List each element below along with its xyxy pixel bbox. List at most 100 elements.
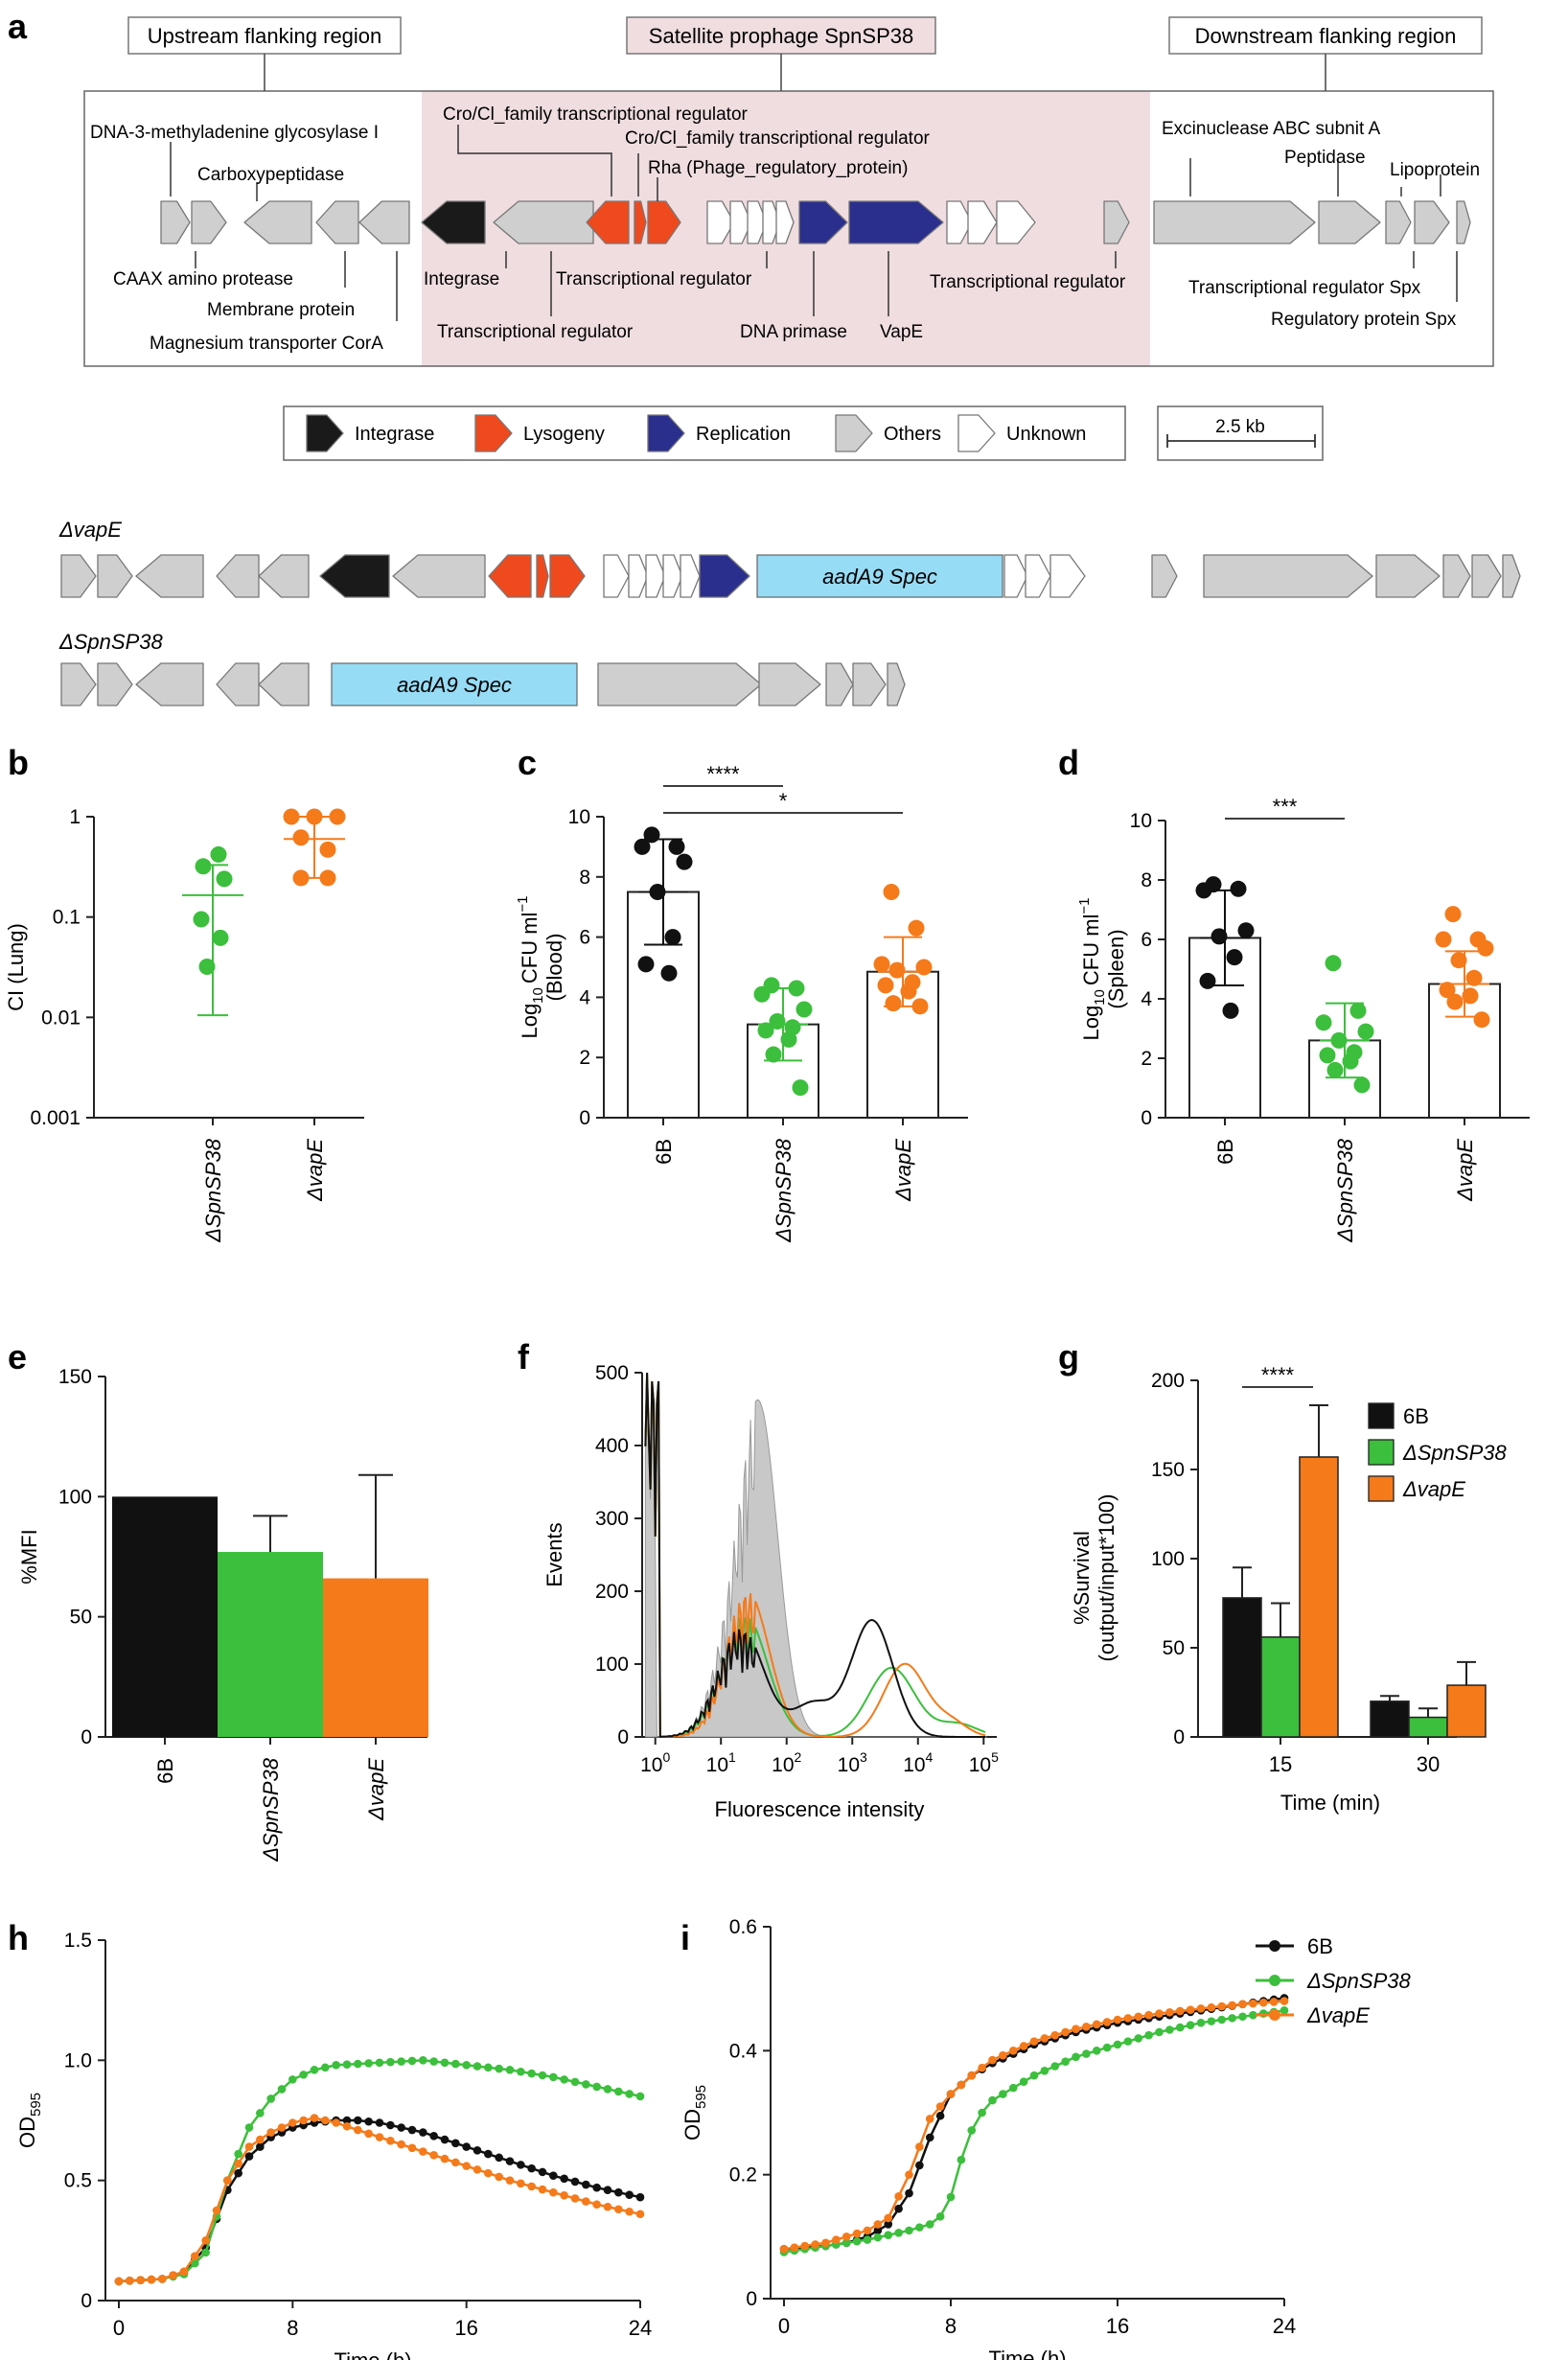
panel-i-xlabel: Time (h) xyxy=(988,2347,1066,2360)
upstream-region-box xyxy=(127,16,402,55)
f-xtick-label-4: 104 xyxy=(903,1749,933,1776)
b-ytick-label-3: 1 xyxy=(69,806,81,828)
panel-i-point-2-48 xyxy=(1280,1997,1289,2005)
panel-i-point-2-13 xyxy=(915,2142,924,2151)
panel-i-point-1-20 xyxy=(988,2095,997,2105)
panel-d-point-2-9 xyxy=(1473,1011,1490,1029)
panel-i-point-0-13 xyxy=(915,2161,924,2170)
gene-label-tr3: Transcriptional regulator xyxy=(930,272,1126,292)
legend-swatch-1 xyxy=(474,414,513,452)
panel-i-point-1-11 xyxy=(894,2228,903,2237)
b-point-0-4 xyxy=(212,929,229,946)
f-xtick-base-3: 10 xyxy=(838,1754,860,1776)
legend-label-1: Lysogeny xyxy=(523,424,605,445)
e-xlabel-1: ΔSpnSP38 xyxy=(259,1757,283,1862)
panel-i-point-1-36 xyxy=(1155,2027,1164,2037)
panel-h-point-1-30 xyxy=(440,2058,450,2068)
panel-i-point-1-6 xyxy=(842,2238,851,2248)
panel-h-point-2-6 xyxy=(179,2267,189,2277)
panel-h-ytick-label-2: 1.0 xyxy=(64,2049,92,2071)
panel-i-point-1-27 xyxy=(1061,2057,1070,2066)
gene-label-tr1: Transcriptional regulator xyxy=(437,322,634,342)
spn-gene-0 xyxy=(60,662,97,706)
gene-map-spnsp38 xyxy=(60,662,906,706)
panel-d-point-0-5 xyxy=(1226,949,1243,966)
panel-i-point-2-31 xyxy=(1102,2018,1112,2026)
e-ytick-label-1: 50 xyxy=(70,1607,92,1629)
downstream-region-label: Downstream flanking region xyxy=(1195,24,1457,48)
panel-d-ylabel-sub: 10 xyxy=(1092,989,1108,1006)
panel-d-xlabel-2: ΔvapE xyxy=(1453,1139,1477,1202)
panel-h-point-1-26 xyxy=(397,2057,405,2066)
panel-i-chart: 0 0.2 0.4 0.6 0 8 16 24 Time (h) OD595 6B ΔSpnSP38 Δ… xyxy=(680,1916,1411,2360)
b-point-1-2 xyxy=(329,808,346,825)
vape-gene-3 xyxy=(216,554,260,598)
panel-i-point-2-38 xyxy=(1175,2006,1185,2016)
panel-h-point-0-26 xyxy=(397,2123,405,2132)
panel-h-point-2-2 xyxy=(136,2276,145,2284)
panel-d-point-2-5 xyxy=(1465,969,1483,986)
panel-h-point-0-42 xyxy=(570,2177,580,2186)
gene-0 xyxy=(160,200,191,244)
panel-h-ylabel: OD595 xyxy=(15,2093,44,2148)
panel-i-legend-dot-1 xyxy=(1269,1975,1280,1986)
f-xlabel: Fluorescence intensity xyxy=(715,1797,925,1821)
panel-i-point-2-12 xyxy=(905,2170,913,2179)
panel-c-point-2-9 xyxy=(911,998,929,1015)
panel-i-point-1-23 xyxy=(1019,2077,1028,2086)
mutant-spnsp38-label: ΔSpnSP38 xyxy=(58,630,163,654)
g-ytick-label-3: 150 xyxy=(1151,1459,1185,1481)
e-xlabel-2: ΔvapE xyxy=(364,1758,388,1821)
panel-letter-f: f xyxy=(518,1337,530,1377)
panel-a: a Upstream flanking region Satellite pro… xyxy=(8,7,1521,706)
f-line-vape xyxy=(644,1373,986,1739)
spec-label-spnsp38: aadA9 Spec xyxy=(397,673,512,697)
gene-label-leaders xyxy=(170,125,1458,321)
panel-h-point-0-35 xyxy=(495,2153,503,2163)
panel-h-point-0-13 xyxy=(256,2142,265,2151)
vape-gene-7 xyxy=(488,554,532,598)
panel-d-point-1-9 xyxy=(1353,1076,1371,1094)
gene-5 xyxy=(421,200,486,244)
panel-h-point-2-9 xyxy=(212,2206,221,2215)
panel-i-point-2-35 xyxy=(1144,2010,1153,2020)
panel-i-point-2-20 xyxy=(988,2055,997,2065)
panel-i-point-1-39 xyxy=(1186,2021,1195,2029)
panel-h-point-2-7 xyxy=(191,2252,199,2260)
panel-i-point-1-33 xyxy=(1123,2037,1133,2046)
panel-h-ytick-label-1: 0.5 xyxy=(64,2170,92,2192)
gene-map-vape xyxy=(60,554,1521,598)
panel-i-point-2-22 xyxy=(1008,2047,1018,2055)
gene-22 xyxy=(1318,200,1381,244)
panel-c-point-0-7 xyxy=(660,964,678,982)
panel-i-point-2-42 xyxy=(1217,2001,1227,2011)
panel-letter-d: d xyxy=(1058,743,1079,782)
panel-h-point-0-47 xyxy=(625,2190,634,2200)
panel-i-ytick-label-2: 0.4 xyxy=(729,2040,758,2062)
spn-gene-2 xyxy=(135,662,204,706)
panel-i-point-1-19 xyxy=(978,2108,986,2117)
panel-h-point-2-22 xyxy=(354,2125,362,2135)
panel-d-ytick-label-1: 2 xyxy=(1141,1048,1152,1070)
b-ytick-label-2: 0.1 xyxy=(53,907,81,929)
panel-i-point-1-9 xyxy=(873,2233,883,2242)
gene-8 xyxy=(634,200,647,244)
panel-c-point-1-9 xyxy=(792,1079,809,1097)
panel-i-point-1-29 xyxy=(1082,2049,1091,2058)
f-xtick-exp-5: 5 xyxy=(991,1749,999,1765)
panel-d-ylabel-main: CFU ml xyxy=(1079,914,1103,986)
panel-c-xlabel-1: ΔSpnSP38 xyxy=(772,1138,796,1242)
panel-i-point-1-22 xyxy=(1008,2083,1018,2093)
panel-i-point-2-9 xyxy=(873,2220,883,2229)
panel-c-point-0-5 xyxy=(664,929,681,946)
panel-c-point-1-4 xyxy=(769,1013,786,1030)
panel-i-point-2-25 xyxy=(1040,2034,1049,2043)
vape-gene-6 xyxy=(392,554,486,598)
panel-h-point-2-48 xyxy=(635,2210,645,2219)
panel-h-point-2-47 xyxy=(625,2207,634,2216)
panel-c-ylabel-prefix: Log xyxy=(518,1004,542,1039)
panel-letter-i: i xyxy=(680,1918,690,1957)
panel-h-point-1-43 xyxy=(582,2080,590,2089)
panel-d-ylabel: Log10 CFU ml−1 xyxy=(1076,897,1108,1040)
